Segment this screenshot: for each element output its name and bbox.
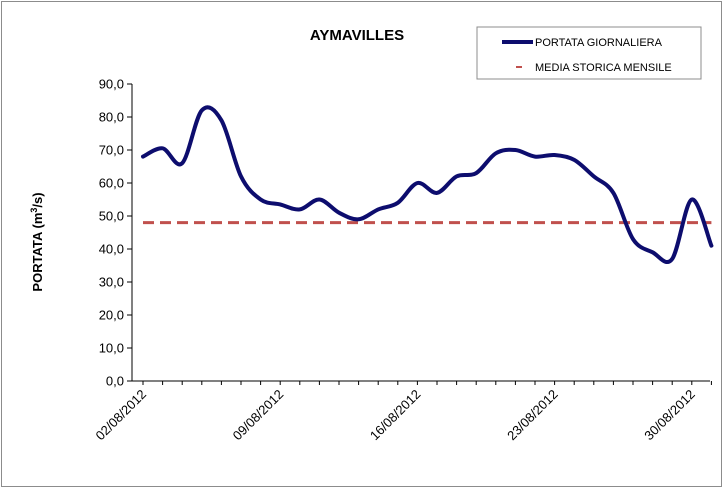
x-ticks: 02/08/2012 09/08/2012 16/08/2012 23/08/2012…	[92, 381, 712, 444]
series-line-portata-giornaliera	[141, 105, 714, 265]
x-tick-label: 16/08/2012	[367, 387, 424, 444]
x-tick-label: 23/08/2012	[504, 387, 561, 444]
y-ticks: 0,0 10,0 20,0 30,0 40,0 50,0 60,0 70,0 80,0 90,0	[99, 77, 132, 389]
y-tick-label: 90,0	[99, 77, 124, 92]
y-tick-label: 20,0	[99, 308, 124, 323]
y-tick-label: 10,0	[99, 341, 124, 356]
y-axis-label: PORTATA (m3/s)	[29, 192, 45, 291]
legend-box	[476, 26, 702, 80]
x-tick-label: 30/08/2012	[641, 387, 698, 444]
y-tick-label: 60,0	[99, 176, 124, 191]
y-tick-label: 50,0	[99, 209, 124, 224]
legend-label-daily: PORTATA GIORNALIERA	[535, 37, 663, 49]
y-tick-label: 40,0	[99, 242, 124, 257]
x-tick-label: 09/08/2012	[230, 387, 287, 444]
axes	[131, 84, 710, 382]
y-tick-label: 30,0	[99, 275, 124, 290]
chart-title: AYMAVILLES	[310, 27, 404, 44]
y-axis-label-main: PORTATA (m	[30, 213, 45, 292]
flow-chart: AYMAVILLES PORTATA (m3/s) 0,010,020,030,…	[29, 26, 714, 444]
x-tick-label: 02/08/2012	[92, 387, 149, 444]
y-axis-label-superscript: 3	[29, 208, 39, 213]
y-tick-label: 70,0	[99, 143, 124, 158]
legend-label-mean: MEDIA STORICA MENSILE	[535, 62, 672, 74]
y-axis-label-end: /s)	[30, 192, 45, 207]
legend: PORTATA GIORNALIERA MEDIA STORICA MENSIL…	[476, 26, 702, 80]
series-layer	[141, 105, 714, 265]
y-tick-label: 0,0	[106, 374, 124, 389]
y-tick-label: 80,0	[99, 110, 124, 125]
